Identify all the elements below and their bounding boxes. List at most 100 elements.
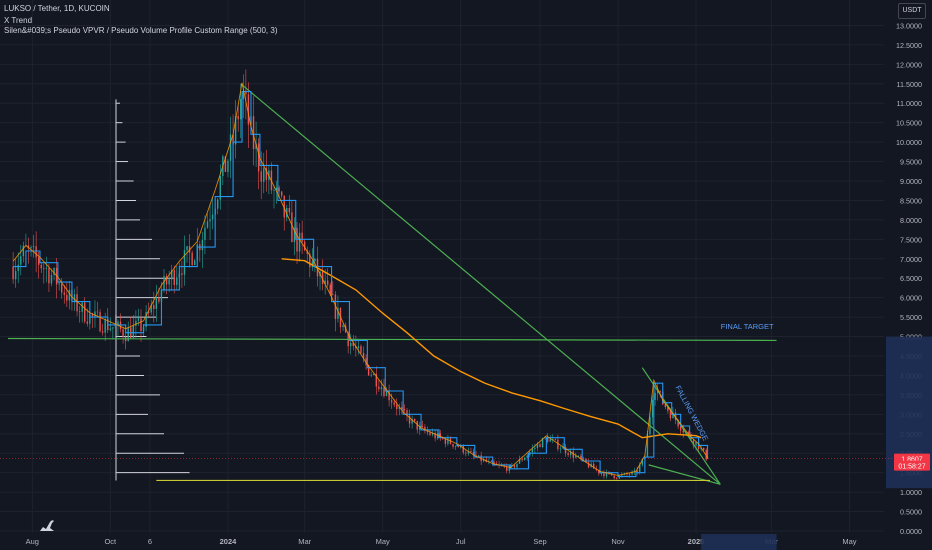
indicator-vpvr[interactable]: Silen&#039;s Pseudo VPVR / Pseudo Volume… (4, 26, 278, 35)
indicator-lines (7, 82, 777, 485)
candle-body (163, 276, 165, 290)
candle-body (508, 465, 511, 471)
candle-body (536, 444, 539, 448)
x-tick-label: Jul (456, 537, 466, 546)
candle-body (546, 437, 549, 442)
candle-body (600, 473, 603, 475)
candle-body (654, 392, 656, 400)
candle-body (114, 325, 117, 328)
candle-body (639, 464, 641, 472)
candle-body (616, 477, 618, 479)
candle-body (549, 439, 551, 442)
candle-body (539, 444, 541, 447)
candle-body (401, 407, 403, 410)
candle-body (45, 268, 48, 269)
candle-body (360, 346, 362, 353)
price-tag-box (894, 460, 930, 471)
candle-body (408, 415, 411, 424)
candle-body (101, 331, 104, 333)
candle-body (293, 227, 296, 243)
candle-body (370, 374, 372, 376)
candle-body (580, 455, 582, 459)
indicator-x-trend[interactable]: X Trend (4, 16, 33, 25)
candle-body (544, 437, 546, 439)
candle-body (86, 321, 88, 324)
candle-body (303, 241, 306, 251)
candle-body (462, 445, 464, 453)
candle-body (483, 459, 485, 462)
y-tick-label: 6.0000 (900, 294, 922, 303)
candle-body (237, 116, 239, 120)
candle-body (257, 143, 260, 172)
x-tick-label: Sep (533, 537, 546, 546)
candle-body (132, 325, 135, 338)
annotation-label: FINAL TARGET (721, 322, 774, 331)
candle-body (664, 404, 667, 408)
candle-body (421, 425, 424, 427)
candle-body (278, 187, 280, 192)
candle-body (582, 458, 585, 460)
symbol-title[interactable]: LUKSO / Tether, 1D, KUCOIN (4, 4, 110, 13)
candle-body (413, 418, 416, 421)
candle-body (40, 264, 42, 269)
candle-body (567, 453, 569, 455)
candle-body (191, 252, 193, 266)
y-tick-label: 13.0000 (896, 21, 922, 30)
time-range-highlight (701, 534, 777, 550)
candle-body (636, 470, 638, 472)
x-tick-label: May (376, 537, 390, 546)
y-tick-label: 12.0000 (896, 60, 922, 69)
candle-body (605, 471, 608, 477)
candle-body (552, 439, 554, 440)
candle-body (96, 311, 99, 313)
candle-body (378, 386, 380, 390)
x-tick-label: Oct (104, 537, 117, 546)
candle-body (334, 294, 337, 319)
candle-body (352, 342, 354, 347)
candle-body (173, 270, 175, 285)
x-trend-line (13, 91, 709, 478)
candle-body (181, 273, 183, 275)
candlesticks (12, 69, 707, 480)
y-tick-label: 7.5000 (900, 235, 922, 244)
tradingview-logo-icon[interactable] (38, 516, 56, 534)
y-tick-label: 9.0000 (900, 177, 922, 186)
candle-body (667, 407, 669, 411)
candle-body (89, 314, 91, 324)
candle-body (76, 294, 78, 312)
candle-body (572, 451, 574, 458)
candle-body (513, 465, 516, 468)
candle-body (385, 390, 388, 396)
candle-body (457, 445, 459, 448)
candle-body (112, 327, 114, 329)
candle-body (511, 465, 513, 466)
candle-body (429, 432, 431, 435)
candle-body (367, 365, 370, 376)
x-tick-label: May (842, 537, 856, 546)
candle-body (122, 329, 124, 337)
candle-body (564, 446, 567, 454)
candle-body (357, 346, 360, 349)
candle-body (145, 312, 147, 327)
candle-body (201, 240, 204, 251)
candle-body (17, 264, 19, 271)
candle-body (702, 447, 705, 450)
candle-body (204, 227, 206, 241)
candle-body (94, 311, 96, 317)
candle-body (206, 221, 209, 228)
candle-body (518, 459, 521, 464)
candle-body (444, 438, 447, 444)
candle-body (217, 199, 219, 209)
trendline-descending-resistance (240, 83, 721, 485)
time-axis[interactable]: AugOct62024MarMayJulSepNov2025MarMay (26, 537, 857, 546)
candle-body (472, 451, 475, 456)
price-tag-label: 1.8607 (901, 457, 923, 464)
candle-body (224, 156, 227, 172)
candle-body (140, 318, 142, 331)
price-tag-label: 01:58:27 (898, 464, 925, 471)
candle-body (431, 433, 434, 435)
y-tick-label: 7.0000 (900, 255, 922, 264)
candle-body (165, 276, 168, 285)
currency-button[interactable]: USDT (898, 3, 926, 19)
